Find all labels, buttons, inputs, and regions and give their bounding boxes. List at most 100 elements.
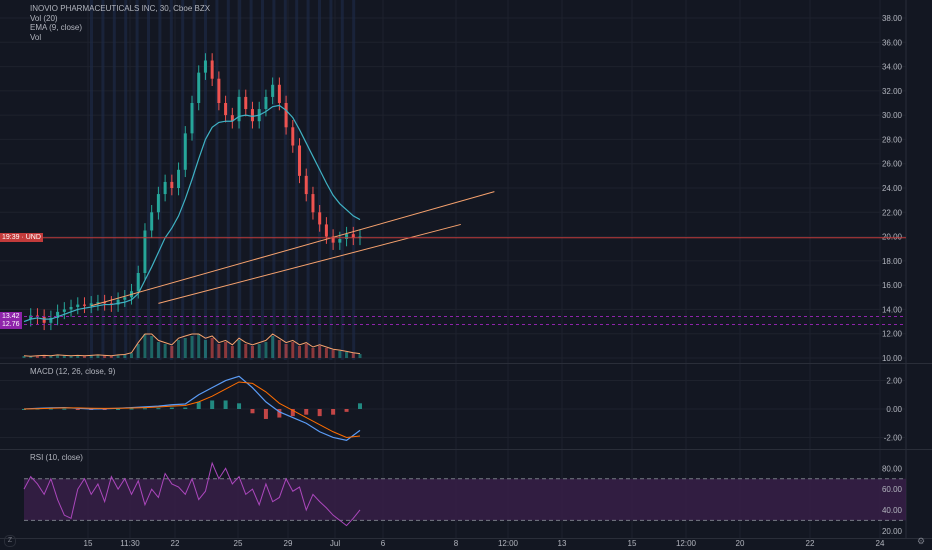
candle-body xyxy=(217,78,221,103)
timezone-icon[interactable]: Z xyxy=(4,535,16,547)
price-y-tick-label: 26.00 xyxy=(882,160,903,169)
volume-bar xyxy=(324,348,328,358)
session-band xyxy=(215,0,219,360)
session-band xyxy=(181,0,185,360)
volume-bar xyxy=(156,342,160,358)
volume-bar xyxy=(116,355,120,358)
volume-bar xyxy=(217,344,221,358)
rsi-y-tick-label: 40.00 xyxy=(882,506,903,515)
price-y-tick-label: 12.00 xyxy=(882,330,903,339)
candle-body xyxy=(304,175,308,195)
price-y-tick-label: 20.00 xyxy=(882,233,903,242)
candle-body xyxy=(49,317,53,323)
level-13-42-tag: 13.42 xyxy=(0,311,22,321)
macd-pane[interactable]: 2.00 0.00 -2.00 MACD (12, 26, close, 9) xyxy=(0,364,932,450)
volume-bar xyxy=(291,342,295,358)
session-band xyxy=(124,0,128,360)
rsi-indicator-label: RSI (10, close) xyxy=(30,453,83,462)
session-band xyxy=(295,0,299,360)
rsi-y-tick-label: 20.00 xyxy=(882,527,903,536)
session-band xyxy=(272,0,276,360)
macd-legend: MACD (12, 26, close, 9) xyxy=(30,367,115,377)
macd-histogram-bar xyxy=(317,409,322,417)
macd-indicator-label: MACD (12, 26, close, 9) xyxy=(30,367,116,376)
candle-body xyxy=(298,145,302,176)
candle-body xyxy=(311,194,315,213)
rsi-pane[interactable]: 80.00 60.00 40.00 20.00 15 11:30 22 25 29 Jul 6 8 12… xyxy=(0,450,932,550)
session-band xyxy=(226,0,230,360)
volume-bar xyxy=(109,356,113,358)
x-axis-tick-label: 13 xyxy=(558,539,567,548)
volume-bar xyxy=(345,352,349,358)
candle-body xyxy=(271,84,275,97)
price-y-tick-label: 32.00 xyxy=(882,87,903,96)
candle-body xyxy=(203,60,207,73)
candle-body xyxy=(230,115,234,122)
price-y-tick-label: 30.00 xyxy=(882,111,903,120)
session-band xyxy=(238,0,242,360)
volume-bar xyxy=(311,348,315,358)
x-axis-tick-label: 15 xyxy=(628,539,637,548)
candle-body xyxy=(345,234,349,239)
volume-bar xyxy=(163,344,167,358)
candle-body xyxy=(183,133,187,170)
rsi-line xyxy=(23,461,361,527)
price-chart[interactable]: 38.00 36.00 34.00 32.00 30.00 28.00 26.00 24.00… xyxy=(0,0,932,364)
candle-body xyxy=(264,96,268,110)
rsi-band xyxy=(24,478,906,521)
x-axis-tick-label: 20 xyxy=(736,539,745,548)
candle-body xyxy=(150,212,154,231)
macd-histogram-bar xyxy=(22,409,26,410)
candle-body xyxy=(76,304,80,307)
volume-bar xyxy=(89,355,93,358)
session-band xyxy=(192,0,196,360)
x-axis-tick-label: 22 xyxy=(806,539,815,548)
macd-histogram-bar xyxy=(156,408,161,410)
volume-bar xyxy=(318,346,322,358)
volume-bar xyxy=(284,344,288,358)
macd-histogram-bar xyxy=(304,409,309,415)
volume-bar xyxy=(69,356,73,358)
volume-bar xyxy=(76,355,80,358)
volume-bar xyxy=(130,353,134,358)
rsi-legend: RSI (10, close) xyxy=(30,453,83,463)
volume-bar xyxy=(250,346,254,358)
session-band xyxy=(147,0,150,360)
volume-bar xyxy=(351,353,355,358)
session-band xyxy=(318,0,321,360)
candle-body xyxy=(277,84,281,103)
volume-ma-line xyxy=(23,333,361,357)
volume-bar xyxy=(331,350,335,358)
volume-bar xyxy=(230,346,234,358)
price-pane[interactable]: 38.00 36.00 34.00 32.00 30.00 28.00 26.00 24.00… xyxy=(0,0,932,364)
volume-bar xyxy=(136,344,140,358)
macd-histogram-bar xyxy=(169,407,174,409)
volume-bar xyxy=(123,354,127,358)
candle-body xyxy=(318,212,322,225)
candle-body xyxy=(210,60,214,79)
candle-body xyxy=(331,236,335,243)
volume-bar xyxy=(298,346,302,358)
macd-histogram-bar xyxy=(210,400,215,409)
volume-bar xyxy=(304,344,308,358)
volume-bar xyxy=(244,344,248,358)
volume-bar xyxy=(271,336,275,358)
macd-chart[interactable]: 2.00 0.00 -2.00 xyxy=(0,364,932,450)
price-y-tick-label: 16.00 xyxy=(882,281,903,290)
session-band xyxy=(204,0,207,360)
x-axis-tick-label: 22 xyxy=(171,539,180,548)
settings-gear-icon[interactable]: ⚙ xyxy=(916,536,926,546)
price-y-tick-label: 18.00 xyxy=(882,257,903,266)
macd-histogram-bar xyxy=(48,408,53,410)
candle-body xyxy=(291,127,295,146)
volume-bar xyxy=(29,356,33,358)
macd-y-tick-label: -2.00 xyxy=(884,433,903,442)
rsi-chart[interactable]: 80.00 60.00 40.00 20.00 15 11:30 22 25 29 Jul 6 8 12… xyxy=(0,450,932,550)
vol2-indicator-label: Vol xyxy=(30,32,42,42)
candle-body xyxy=(62,309,66,312)
trendline xyxy=(91,191,495,307)
volume-bar xyxy=(56,355,60,358)
volume-bar xyxy=(264,342,268,358)
candle-body xyxy=(244,96,248,110)
volume-bar xyxy=(62,355,66,358)
